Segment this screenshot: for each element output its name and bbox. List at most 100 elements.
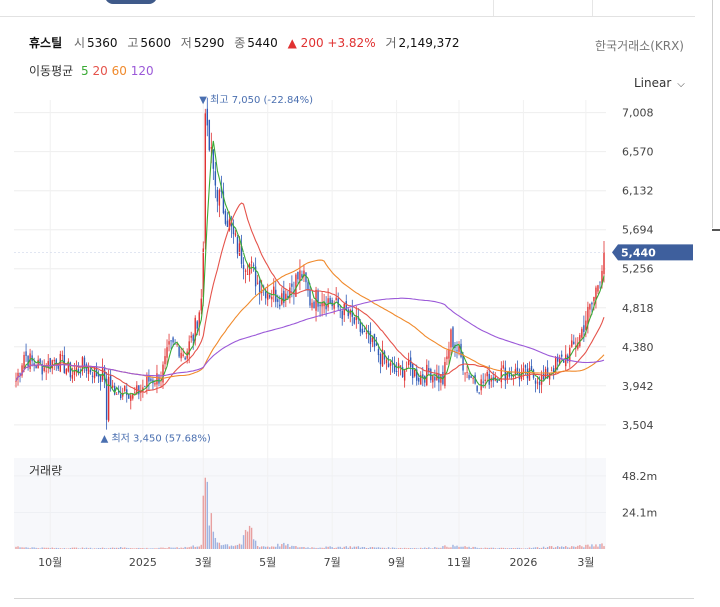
volume-bar <box>267 546 269 549</box>
ma-5-legend[interactable]: 5 <box>81 64 89 78</box>
volume-bar <box>353 546 356 549</box>
candle-body <box>182 354 184 356</box>
candle-body <box>120 394 122 399</box>
volume-value: 2,149,372 <box>398 36 460 50</box>
volume-bar <box>371 547 374 549</box>
volume-bar <box>144 548 146 549</box>
candle-body <box>146 376 148 388</box>
volume-bar <box>55 547 57 549</box>
candle-body <box>418 377 420 382</box>
ma-20-legend[interactable]: 20 <box>92 64 108 78</box>
candle-body <box>25 351 27 357</box>
volume-tick-label: 48.2m <box>622 470 657 483</box>
ma-120-legend[interactable]: 120 <box>130 64 154 78</box>
volume-bar <box>383 547 386 549</box>
candle-body <box>107 376 110 421</box>
candle-body <box>234 233 237 236</box>
volume-bar <box>196 546 198 549</box>
volume-bar <box>573 546 575 549</box>
scrollbar[interactable] <box>712 0 720 228</box>
volume-bar <box>561 546 563 549</box>
volume-bar <box>244 529 247 549</box>
candle-body <box>267 293 269 300</box>
candle-body <box>27 355 29 367</box>
volume-bar <box>166 548 168 549</box>
change-percent: +3.82% <box>327 36 376 50</box>
volume-bar <box>556 546 559 549</box>
volume-bar <box>297 547 299 549</box>
candle-body <box>434 376 436 381</box>
volume-bar <box>287 543 289 549</box>
active-tab-indicator[interactable] <box>105 0 157 4</box>
candle-body <box>29 353 31 369</box>
volume-bar <box>478 548 480 549</box>
scrollbar-thumb[interactable] <box>712 229 720 231</box>
volume-bar <box>176 547 178 549</box>
stock-name: 휴스틸 <box>29 36 63 50</box>
volume-bar <box>210 513 213 549</box>
volume-bar <box>448 547 450 549</box>
volume-bar <box>369 547 372 549</box>
volume-bar <box>61 548 64 549</box>
low-value: 5290 <box>193 36 225 50</box>
volume-bar <box>260 546 263 549</box>
volume-bar <box>142 548 144 549</box>
volume-bar <box>136 548 138 549</box>
candle-body <box>464 373 466 375</box>
candle-body <box>331 300 333 307</box>
scale-dropdown[interactable]: Linear ⌵ <box>634 76 685 90</box>
candle-body <box>138 385 140 395</box>
volume-bar <box>57 548 59 549</box>
candle-body <box>337 298 339 308</box>
volume-bar <box>526 548 529 549</box>
volume-bar <box>470 547 472 549</box>
chevron-down-icon: ⌵ <box>677 79 685 90</box>
candle-body <box>385 359 388 364</box>
volume-bar <box>587 544 589 549</box>
volume-bar <box>558 547 561 549</box>
candle-body <box>134 392 136 394</box>
candle-body <box>172 337 174 343</box>
candle-body <box>150 378 152 381</box>
volume-bar <box>154 548 156 549</box>
candle-body <box>144 385 146 387</box>
volume-bar <box>305 547 307 549</box>
candle-body <box>222 191 225 214</box>
candle-body <box>228 219 231 231</box>
volume-bar <box>317 547 319 549</box>
volume-bar <box>51 547 53 549</box>
candle-body <box>556 356 559 362</box>
candle-body <box>403 370 406 381</box>
candle-body <box>498 379 500 381</box>
candle-body <box>329 298 331 304</box>
volume-bar <box>532 547 535 549</box>
volume-bar <box>63 548 66 549</box>
candle-body <box>401 367 404 378</box>
candle-body <box>99 374 102 383</box>
volume-bar <box>363 547 366 549</box>
candle-body <box>103 368 106 381</box>
time-tick-label: 9월 <box>388 556 405 569</box>
volume-bar <box>97 548 100 549</box>
candle-body <box>420 374 422 385</box>
volume-bar <box>542 546 545 549</box>
candle-body <box>504 367 507 381</box>
candle-body <box>313 301 315 309</box>
candle-body <box>530 365 533 371</box>
candle-body <box>391 363 394 365</box>
volume-bar <box>315 547 317 549</box>
ma-60-legend[interactable]: 60 <box>111 64 127 78</box>
candle-body <box>154 383 156 385</box>
volume-bar <box>472 546 474 549</box>
volume-bar <box>323 547 325 549</box>
volume-bar <box>140 548 142 549</box>
candle-body <box>468 375 470 379</box>
volume-bar <box>240 544 243 549</box>
volume-panel-background <box>14 458 606 549</box>
candle-body <box>309 289 311 306</box>
candle-body <box>210 147 213 149</box>
candle-body <box>486 371 488 377</box>
candle-body <box>208 119 211 151</box>
candle-body <box>39 358 41 363</box>
